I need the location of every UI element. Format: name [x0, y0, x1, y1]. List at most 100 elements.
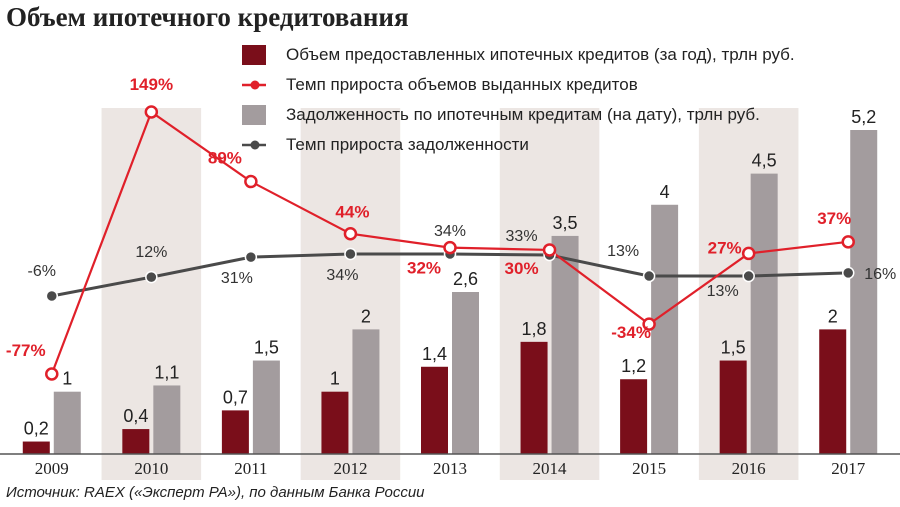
legend-label-debt-growth: Темп прироста задолженности [286, 135, 529, 154]
tick-2012: 2012 [333, 459, 367, 478]
background-bands [101, 108, 799, 480]
tick-2013: 2013 [433, 459, 467, 478]
band-2012 [300, 108, 401, 454]
bar-debt-2009 [53, 391, 81, 454]
bar-issued-2013 [421, 366, 448, 454]
tick-band-2014 [499, 454, 600, 480]
label-issued-2015: 1,2 [621, 356, 646, 376]
tick-band-2016 [698, 454, 799, 480]
label-issued-2017: 2 [828, 306, 838, 326]
legend-label-issued: Объем предоставленных ипотечных кредитов… [286, 45, 795, 64]
label-issued-2014: 1,8 [522, 319, 547, 339]
bar-issued-2017 [819, 329, 847, 454]
label-debt-growth-2009: -6% [28, 263, 56, 280]
label-debt-2014: 3,5 [553, 213, 578, 233]
bar-issued-2009 [22, 441, 50, 454]
bar-debt-2013 [452, 292, 479, 454]
source-note: Источник: RAEX («Эксперт РА»), по данным… [6, 484, 425, 501]
legend-item-issued-growth: Темп прироста объемов выданных кредитов [242, 70, 795, 100]
labels-layer: 0,2 1 0,4 1,1 0,7 1,5 1 2 1,4 2,6 1,8 3,5 1,2 4 1,5 4,5… [6, 75, 896, 439]
x-tick-labels: 2009 2010 2011 2012 2013 2014 2015 2016 2017 [35, 459, 866, 478]
bar-debt-2012 [352, 329, 380, 454]
bar-debt-2011 [252, 360, 280, 454]
point-debt-growth-2016 [742, 269, 755, 283]
point-debt-growth-2010 [145, 270, 158, 284]
bar-issued-2016 [719, 360, 747, 454]
label-issued-2013: 1,4 [422, 344, 447, 364]
label-debt-growth-2014: 33% [506, 228, 538, 245]
point-debt-growth-2009 [45, 289, 59, 303]
chart-title: Объем ипотечного кредитования [6, 2, 409, 32]
label-debt-2016: 4,5 [752, 151, 777, 171]
legend-item-debt-growth: Темп прироста задолженности [242, 130, 795, 160]
bar-issued-2014 [520, 341, 548, 454]
legend-swatch-debt-bar [242, 105, 266, 125]
point-issued-growth-2013 [443, 240, 457, 255]
label-debt-2017: 5,2 [851, 107, 876, 127]
label-debt-2012: 2 [361, 306, 371, 326]
point-debt-growth-2012 [344, 247, 357, 261]
label-issued-2009: 0,2 [24, 419, 49, 439]
label-issued-growth-2017: 37% [817, 209, 851, 228]
label-issued-growth-2016: 27% [708, 238, 742, 257]
point-issued-growth-2010 [144, 105, 159, 119]
label-issued-2016: 1,5 [721, 338, 746, 358]
legend-swatch-debt-line [242, 139, 266, 151]
label-debt-2011: 1,5 [254, 338, 279, 358]
point-issued-growth-2009 [45, 367, 59, 381]
label-debt-growth-2010: 12% [135, 244, 167, 261]
legend-swatch-issued-bar [242, 45, 266, 65]
point-issued-growth-2017 [841, 235, 855, 249]
point-debt-growth-2015 [642, 269, 656, 283]
label-issued-growth-2013: 32% [407, 259, 441, 278]
label-debt-2009: 1 [62, 369, 72, 389]
tick-2011: 2011 [234, 459, 267, 478]
legend-item-debt: Задолженность по ипотечным кредитам (на … [242, 100, 795, 130]
point-issued-growth-2016 [741, 246, 756, 261]
bar-issued-2015 [620, 379, 648, 454]
bar-issued-2011 [221, 410, 249, 454]
tick-2017: 2017 [831, 459, 866, 478]
label-issued-growth-2010: 149% [130, 75, 173, 94]
label-issued-growth-2015: -34% [611, 323, 651, 342]
label-debt-growth-2016: 13% [707, 283, 739, 300]
label-issued-growth-2012: 44% [335, 203, 369, 222]
legend-label-debt: Задолженность по ипотечным кредитам (на … [286, 105, 760, 124]
label-debt-2013: 2,6 [453, 269, 478, 289]
bars-layer [22, 130, 878, 454]
label-issued-growth-2014: 30% [505, 259, 539, 278]
bar-issued-2012 [321, 391, 349, 454]
label-issued-growth-2009: -77% [6, 341, 46, 360]
label-debt-growth-2017: 16% [864, 266, 896, 283]
legend-label-issued-growth: Темп прироста объемов выданных кредитов [286, 75, 638, 94]
bar-debt-2010 [153, 385, 181, 454]
label-debt-growth-2015: 13% [607, 243, 639, 260]
bar-debt-2017 [850, 130, 878, 454]
tick-2014: 2014 [533, 459, 568, 478]
point-issued-growth-2011 [244, 174, 258, 189]
legend-item-issued: Объем предоставленных ипотечных кредитов… [242, 40, 795, 70]
tick-band-2012 [300, 454, 401, 480]
bar-issued-2010 [122, 429, 150, 454]
label-issued-2010: 0,4 [123, 406, 148, 426]
label-debt-2010: 1,1 [154, 362, 179, 382]
bar-debt-2014 [551, 235, 579, 454]
tick-band-2010 [101, 454, 202, 480]
label-issued-growth-2011: 89% [208, 149, 242, 168]
point-issued-growth-2012 [343, 226, 358, 241]
label-debt-growth-2013: 34% [434, 223, 466, 240]
label-debt-growth-2011: 31% [221, 270, 253, 287]
tick-2009: 2009 [35, 459, 69, 478]
legend-swatch-issued-line [242, 79, 266, 91]
tick-2010: 2010 [134, 459, 168, 478]
label-issued-2012: 1 [330, 369, 340, 389]
point-debt-growth-2017 [841, 266, 855, 280]
legend: Объем предоставленных ипотечных кредитов… [242, 40, 795, 160]
label-debt-growth-2012: 34% [326, 267, 358, 284]
band-2014 [499, 108, 600, 454]
bar-debt-2016 [750, 173, 778, 454]
point-issued-growth-2015 [642, 317, 656, 331]
tick-2015: 2015 [632, 459, 666, 478]
point-issued-growth-2014 [542, 243, 557, 257]
